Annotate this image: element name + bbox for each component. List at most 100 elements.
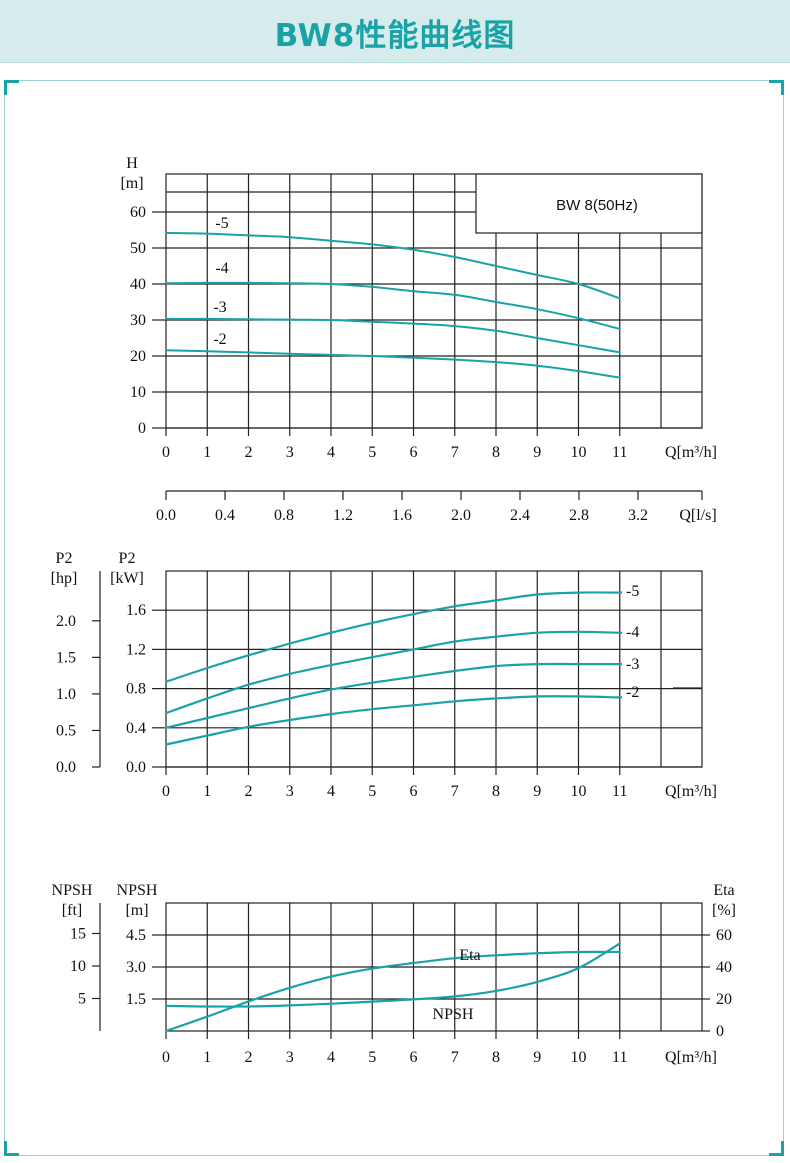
power-curve-n4 (164, 630, 621, 715)
frame-corner-bottom-right (769, 1141, 784, 1156)
npsh-ft-tick-label: 10 (70, 958, 86, 975)
power-x-tick-label: 9 (533, 783, 541, 800)
power-kw-tick-label: 0.4 (126, 720, 146, 737)
npsh-m-axis-unit: [m] (125, 902, 148, 919)
eta-axis-label: Eta (713, 882, 734, 899)
flow-ls-tick-label: 2.8 (569, 507, 589, 524)
npsh-m-axis-label: NPSH (117, 882, 158, 899)
head-series-label: -2 (213, 331, 226, 348)
frame-corner-top-left (4, 80, 19, 95)
npsh-m-tick-label: 3.0 (126, 959, 146, 976)
npsh-series-label: NPSH (433, 1006, 474, 1023)
frame-corner-bottom-left (4, 1141, 19, 1156)
npsh-x-tick-label: 3 (286, 1049, 294, 1066)
head-curve-n4 (165, 281, 621, 330)
power-x-tick-label: 3 (286, 783, 294, 800)
head-y-tick-label: 10 (130, 384, 146, 401)
power-series-label: -4 (626, 624, 639, 641)
flow-ls-axis-label: Q[l/s] (679, 507, 716, 524)
power-curve-n2 (164, 695, 621, 746)
npsh-m-tick-label: 4.5 (126, 927, 146, 944)
power-hp-tick-label: 1.5 (56, 649, 76, 666)
head-series-label: -5 (215, 215, 228, 232)
npsh-ft-axis-unit: [ft] (62, 902, 82, 919)
power-hp-tick-label: 2.0 (56, 613, 76, 630)
power-plot-border (165, 570, 703, 768)
flow-ls-tick-label: 1.6 (392, 507, 412, 524)
power-kw-tick-label: 1.2 (126, 641, 146, 658)
head-x-tick-label: 10 (571, 444, 587, 461)
npsh-ft-tick-label: 5 (78, 990, 86, 1007)
npsh-x-tick-label: 0 (162, 1049, 170, 1066)
eta-axis-unit: [%] (712, 902, 736, 919)
head-y-tick-label: 50 (130, 240, 146, 257)
header-banner: BW8性能曲线图 (0, 0, 790, 63)
head-x-tick-label: 4 (327, 444, 335, 461)
npsh-x-tick-label: 6 (410, 1049, 418, 1066)
power-x-axis-label: Q[m³/h] (665, 783, 717, 800)
head-y-tick-label: 30 (130, 312, 146, 329)
npsh-x-tick-label: 5 (368, 1049, 376, 1066)
power-kw-axis-label: P2 (119, 550, 136, 567)
head-x-tick-label: 6 (410, 444, 418, 461)
npsh-x-tick-label: 11 (612, 1049, 627, 1066)
head-x-tick-label: 11 (612, 444, 627, 461)
power-x-tick-label: 2 (245, 783, 253, 800)
power-x-tick-label: 0 (162, 783, 170, 800)
power-x-tick-label: 1 (203, 783, 211, 800)
head-x-tick-label: 1 (203, 444, 211, 461)
npsh-x-tick-label: 8 (492, 1049, 500, 1066)
head-legend-box (475, 173, 703, 234)
head-curve-n2 (165, 349, 621, 379)
flow-ls-tick-label: 2.0 (451, 507, 471, 524)
npsh-curve (164, 942, 621, 1008)
power-hp-axis-label: P2 (56, 550, 73, 567)
flow-ls-tick-label: 0.0 (156, 507, 176, 524)
page-title: BW8性能曲线图 (274, 18, 516, 54)
power-curve-n5 (164, 591, 621, 683)
head-y-tick-label: 20 (130, 348, 146, 365)
head-series-label: -4 (215, 260, 228, 277)
power-kw-tick-label: 1.6 (126, 602, 146, 619)
power-hp-tick-label: 0.5 (56, 722, 76, 739)
head-x-tick-label: 2 (245, 444, 253, 461)
power-x-tick-label: 7 (451, 783, 459, 800)
head-x-axis-label: Q[m³/h] (665, 444, 717, 461)
power-x-tick-label: 6 (410, 783, 418, 800)
frame-corner-top-right (769, 80, 784, 95)
power-x-tick-label: 10 (571, 783, 587, 800)
head-y-axis-unit: [m] (120, 175, 143, 192)
eta-series-label: Eta (459, 947, 480, 964)
power-x-tick-label: 5 (368, 783, 376, 800)
power-hp-tick-label: 0.0 (56, 759, 76, 776)
head-curve-n3 (165, 317, 621, 354)
npsh-x-tick-label: 7 (451, 1049, 459, 1066)
flow-ls-tick-label: 1.2 (333, 507, 353, 524)
power-series-label: -2 (626, 684, 639, 701)
power-kw-axis-unit: [kW] (110, 570, 144, 587)
eta-tick-label: 40 (716, 959, 732, 976)
npsh-x-tick-label: 4 (327, 1049, 335, 1066)
eta-tick-label: 60 (716, 927, 732, 944)
flow-ls-tick-label: 2.4 (510, 507, 530, 524)
head-x-tick-label: 8 (492, 444, 500, 461)
power-hp-tick-label: 1.0 (56, 686, 76, 703)
power-series-label: -3 (626, 656, 639, 673)
flow-ls-tick-label: 0.4 (215, 507, 235, 524)
head-y-tick-label: 60 (130, 204, 146, 221)
head-x-tick-label: 7 (451, 444, 459, 461)
power-hp-axis-unit: [hp] (51, 570, 78, 587)
head-curve-n5 (165, 231, 621, 300)
flow-ls-tick-label: 3.2 (628, 507, 648, 524)
eta-curve (164, 950, 621, 1033)
npsh-m-tick-label: 1.5 (126, 991, 146, 1008)
head-y-tick-label: 0 (138, 420, 146, 437)
power-kw-tick-label: 0.0 (126, 759, 146, 776)
power-x-tick-label: 4 (327, 783, 335, 800)
power-x-tick-label: 8 (492, 783, 500, 800)
npsh-ft-axis-label: NPSH (52, 882, 93, 899)
head-legend-text: BW 8(50Hz) (556, 197, 638, 214)
power-kw-tick-label: 0.8 (126, 681, 146, 698)
flow-ls-tick-label: 0.8 (274, 507, 294, 524)
